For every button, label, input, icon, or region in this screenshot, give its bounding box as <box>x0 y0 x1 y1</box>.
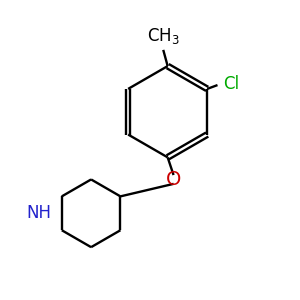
Text: NH: NH <box>26 204 52 222</box>
Text: CH$_3$: CH$_3$ <box>147 26 180 46</box>
Text: O: O <box>166 170 181 189</box>
Text: Cl: Cl <box>224 75 239 93</box>
